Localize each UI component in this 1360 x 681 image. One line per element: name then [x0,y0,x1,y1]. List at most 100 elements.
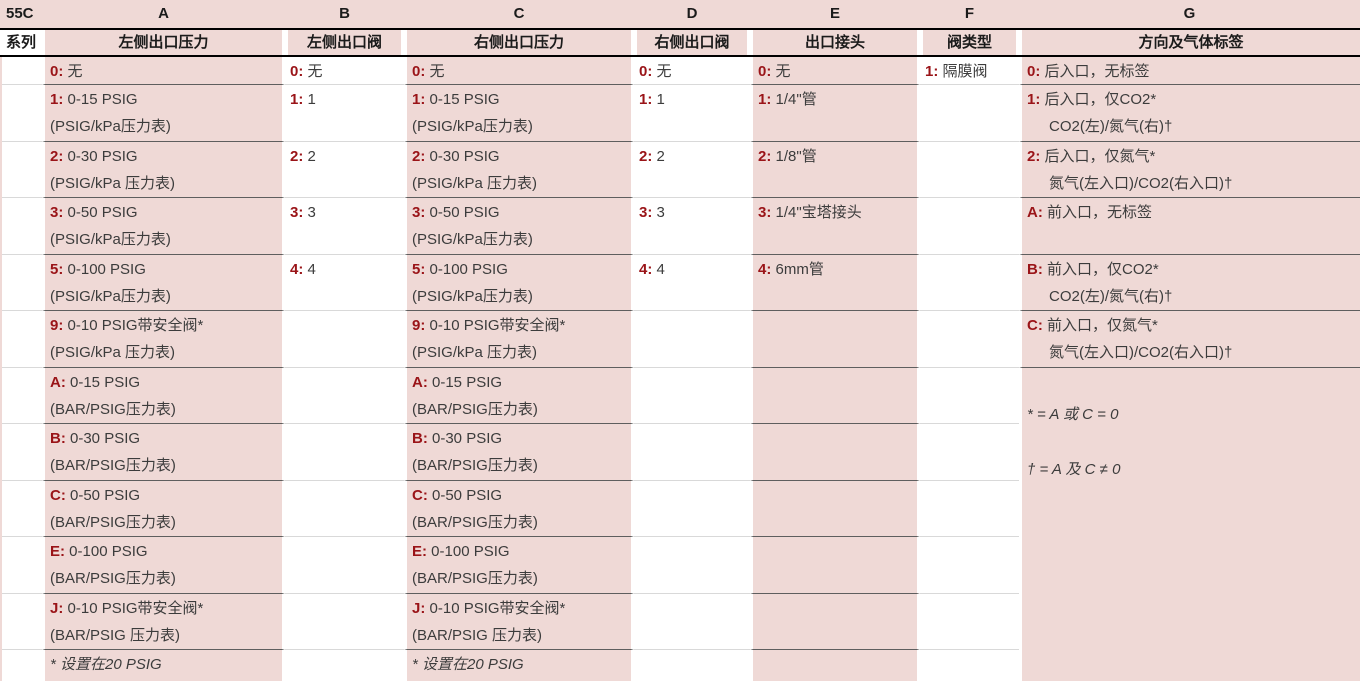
cell-C-row0: 0: 无 [404,57,634,85]
cell-G-row5: C: 前入口，仅氮气* 氮气(左入口)/CO2(右入口)† [1019,311,1360,368]
option-text: 0-50 PSIG [432,487,503,504]
option-code: A: [1027,204,1043,221]
option-text: 0-100 PSIG [431,543,510,560]
option-code: 0: [290,63,304,80]
column-letter-f: F [964,5,975,22]
option-code: 2: [1027,148,1041,165]
cell-C-row2: 2: 0-30 PSIG (PSIG/kPa 压力表) [404,142,634,198]
column-letter-g: G [1183,5,1196,22]
option-line: 9: 0-10 PSIG带安全阀* [412,312,628,339]
option-line: 1: 0-15 PSIG [412,86,628,113]
cell-A-row11: * 设置在20 PSIG [42,650,285,681]
option-text: 6mm管 [775,261,824,278]
option-line: 4: 6mm管 [758,256,914,283]
option-subtext: CO2(左)/氮气(右)† [1049,288,1173,305]
option-line: A: 前入口，无标签 [1027,199,1357,226]
footnote-0: * = A 或 C = 0 [1027,406,1119,423]
option-line: J: 0-10 PSIG带安全阀* [50,595,279,622]
option-text: 无 [775,63,791,80]
option-code: 1: [758,91,772,108]
option-line: B: 0-30 PSIG [412,425,628,452]
cell-D-row0: 0: 无 [634,57,750,85]
option-subtext: (PSIG/kPa压力表) [412,288,533,305]
option-code: 2: [50,148,64,165]
option-line: 0: 无 [639,58,747,84]
option-line: C: 0-50 PSIG [412,482,628,509]
cell-B-row3: 3: 3 [285,198,404,255]
option-line: 1: 隔膜阀 [925,58,1016,84]
option-text: * 设置在20 PSIG [50,656,162,673]
cell-A-row6: A: 0-15 PSIG (BAR/PSIG压力表) [42,368,285,424]
option-subtext: (PSIG/kPa压力表) [412,118,533,135]
option-text: 隔膜阀 [942,63,988,80]
option-line: 1: 1 [290,86,401,113]
option-text: 0-30 PSIG [432,430,503,447]
option-subtext: (PSIG/kPa压力表) [412,231,533,248]
empty-cell-F-row4 [920,255,1019,311]
empty-cell-D-row7 [634,424,750,481]
option-line: C: 前入口，仅氮气* [1027,312,1357,339]
option-code: 9: [412,317,426,334]
option-text: 4 [307,261,316,278]
option-subtext: 氮气(左入口)/CO2(右入口)† [1049,175,1233,192]
option-text: 1/4"宝塔接头 [775,204,862,221]
option-line: B: 前入口，仅CO2* [1027,256,1357,283]
option-text: 0-10 PSIG带安全阀* [429,600,566,617]
option-matrix-body: 0: 无 1: 0-15 PSIG (PSIG/kPa压力表) 2: 0-30 PSI… [0,57,1360,681]
option-text: 无 [307,63,323,80]
cell-C-row7: B: 0-30 PSIG (BAR/PSIG压力表) [404,424,634,481]
option-subtext: (BAR/PSIG压力表) [412,514,538,531]
cell-C-row11: * 设置在20 PSIG [404,650,634,681]
option-text: 3 [307,204,316,221]
option-text: 0-30 PSIG [70,430,141,447]
option-line: 0: 无 [758,58,914,84]
option-text: 后入口，仅CO2* [1044,91,1157,108]
cell-A-row5: 9: 0-10 PSIG带安全阀* (PSIG/kPa 压力表) [42,311,285,368]
option-subtext: (BAR/PSIG压力表) [412,401,538,418]
option-code: A: [412,374,428,391]
cell-A-row1: 1: 0-15 PSIG (PSIG/kPa压力表) [42,85,285,142]
cell-C-row4: 5: 0-100 PSIG (PSIG/kPa压力表) [404,255,634,311]
option-text: 0-50 PSIG [70,487,141,504]
empty-cell-D-row10 [634,594,750,650]
series-empty-cell-row6 [0,368,42,424]
empty-cell-D-row6 [634,368,750,424]
option-text: 3 [656,204,665,221]
cell-G-row4: B: 前入口，仅CO2* CO2(左)/氮气(右)† [1019,255,1360,311]
column-letter-e: E [829,5,840,22]
option-code: 3: [758,204,772,221]
series-empty-cell-row10 [0,594,42,650]
option-code: 3: [639,204,653,221]
option-code: 5: [412,261,426,278]
empty-cell-E-row5 [750,311,920,368]
option-line: 1: 0-15 PSIG [50,86,279,113]
option-line: 2: 0-30 PSIG [50,143,279,170]
cell-C-row5: 9: 0-10 PSIG带安全阀* (PSIG/kPa 压力表) [404,311,634,368]
option-text: 前入口，仅CO2* [1047,261,1159,278]
empty-cell-B-row9 [285,537,404,594]
cell-G-row0: 0: 后入口，无标签 [1019,57,1360,85]
option-line: 9: 0-10 PSIG带安全阀* [50,312,279,339]
cell-B-row2: 2: 2 [285,142,404,198]
option-code: B: [412,430,428,447]
cell-E-row4: 4: 6mm管 [750,255,920,311]
option-line: 2: 2 [290,143,401,170]
cell-G-row1: 1: 后入口，仅CO2* CO2(左)/氮气(右)† [1019,85,1360,142]
series-empty-cell-row4 [0,255,42,311]
option-text: 0-15 PSIG [70,374,141,391]
empty-cell-E-row8 [750,481,920,537]
option-text: 0-50 PSIG [429,204,500,221]
series-empty-cell-row8 [0,481,42,537]
cell-C-row3: 3: 0-50 PSIG (PSIG/kPa压力表) [404,198,634,255]
option-code: 0: [412,63,426,80]
left-edge-fill [0,57,2,681]
cell-G-footnotes: * = A 或 C = 0 † = A 及 C ≠ 0 [1019,368,1360,681]
option-code: 1: [50,91,64,108]
empty-cell-E-row6 [750,368,920,424]
option-code: 1: [290,91,304,108]
option-line: 0: 无 [290,58,401,84]
footnote-1: † = A 及 C ≠ 0 [1027,461,1121,478]
option-code: J: [412,600,426,617]
empty-cell-F-row7 [920,424,1019,481]
option-code: E: [412,543,427,560]
